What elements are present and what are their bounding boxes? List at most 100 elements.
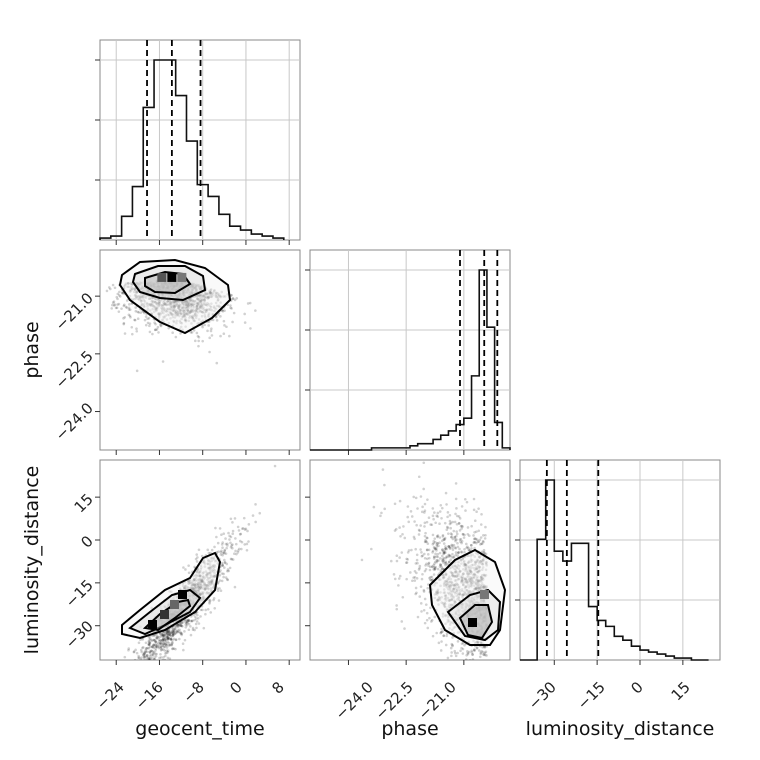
sample-point xyxy=(426,536,429,540)
sample-point xyxy=(163,636,167,639)
sample-point xyxy=(230,293,233,297)
sample-point xyxy=(161,658,165,660)
density-cell xyxy=(157,272,167,282)
sample-point xyxy=(435,545,439,548)
sample-point xyxy=(454,497,458,501)
sample-point xyxy=(453,536,457,539)
sample-point xyxy=(165,635,169,639)
sample-point xyxy=(101,730,104,733)
sample-point xyxy=(157,668,160,671)
sample-point xyxy=(439,563,442,567)
sample-point xyxy=(221,551,225,555)
sample-point xyxy=(214,526,217,530)
sample-point xyxy=(152,657,156,660)
sample-point xyxy=(141,659,144,660)
sample-point xyxy=(456,554,459,558)
sample-point xyxy=(166,650,170,654)
sample-point xyxy=(147,316,151,320)
sample-point xyxy=(473,540,476,544)
pair-panel-luminosity_distance-vs-phase xyxy=(305,459,511,686)
sample-point xyxy=(389,559,393,563)
sample-point xyxy=(469,659,472,660)
sample-point xyxy=(412,535,416,539)
sample-point xyxy=(226,569,229,573)
sample-point xyxy=(429,523,432,526)
sample-point xyxy=(440,539,444,543)
sample-point xyxy=(430,578,434,582)
sample-point xyxy=(183,619,187,622)
sample-point xyxy=(148,678,151,681)
x-tick-ld-3: 15 xyxy=(668,678,694,704)
sample-point xyxy=(421,554,424,557)
sample-point xyxy=(202,626,206,630)
sample-point xyxy=(424,538,427,542)
sample-point xyxy=(114,306,118,310)
sample-point xyxy=(176,623,180,627)
sample-point xyxy=(165,649,168,653)
sample-point xyxy=(132,667,135,670)
sample-point xyxy=(141,653,145,656)
sample-point xyxy=(254,503,257,506)
sample-point xyxy=(222,319,226,323)
sample-point xyxy=(195,620,199,623)
sample-point xyxy=(164,639,168,642)
sample-point xyxy=(401,532,404,536)
sample-point xyxy=(171,627,174,630)
sample-point xyxy=(210,327,213,331)
sample-point xyxy=(142,646,145,649)
sample-point xyxy=(481,666,484,669)
sample-point xyxy=(223,558,226,562)
sample-point xyxy=(225,325,228,329)
sample-point xyxy=(422,588,426,592)
sample-point xyxy=(470,649,473,653)
sample-point xyxy=(229,517,233,521)
sample-point xyxy=(419,495,423,498)
sample-point xyxy=(135,677,138,680)
panel-frame xyxy=(309,249,511,451)
sample-point xyxy=(479,543,482,546)
sample-point xyxy=(483,668,486,671)
sample-point xyxy=(459,683,462,686)
sample-point xyxy=(430,565,434,569)
sample-point xyxy=(398,574,402,578)
panel-frame xyxy=(519,459,721,661)
sample-point xyxy=(162,645,166,649)
sample-point xyxy=(197,339,200,343)
sample-point xyxy=(143,650,147,654)
sample-point xyxy=(228,334,231,338)
sample-point xyxy=(475,510,478,513)
sample-point xyxy=(230,307,233,310)
sample-point xyxy=(444,547,448,550)
sample-point xyxy=(171,633,175,637)
sample-point xyxy=(165,651,168,655)
sample-point xyxy=(456,640,460,643)
sample-point xyxy=(429,575,432,579)
sample-point xyxy=(482,667,485,670)
sample-point xyxy=(164,632,167,635)
sample-point xyxy=(159,642,162,645)
sample-point xyxy=(222,572,225,576)
sample-point xyxy=(479,651,483,654)
sample-point xyxy=(427,562,430,565)
sample-point xyxy=(472,537,476,541)
sample-point xyxy=(428,565,432,569)
sample-point xyxy=(111,283,115,287)
sample-point xyxy=(187,619,190,623)
sample-point xyxy=(234,537,237,540)
sample-point xyxy=(228,538,231,541)
sample-point xyxy=(178,628,181,632)
sample-point xyxy=(170,631,173,635)
sample-point xyxy=(442,558,445,562)
sample-point xyxy=(231,521,234,524)
sample-point xyxy=(454,660,457,663)
sample-point xyxy=(479,674,482,677)
sample-point xyxy=(143,655,147,658)
sample-point xyxy=(159,323,162,327)
sample-point xyxy=(140,656,143,660)
sample-point xyxy=(392,573,396,576)
sample-point xyxy=(249,327,252,330)
sample-point xyxy=(161,639,165,642)
sample-point xyxy=(154,328,157,332)
sample-point xyxy=(450,642,454,646)
sample-point xyxy=(232,311,236,315)
